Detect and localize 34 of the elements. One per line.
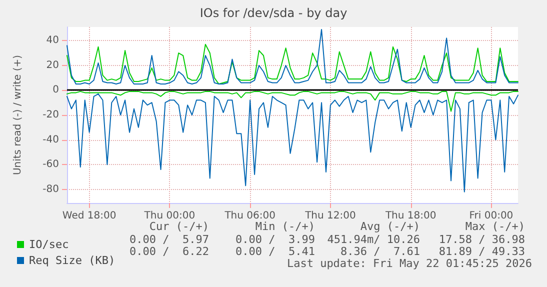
- y-tick-label: -80: [42, 184, 59, 195]
- line-series: [66, 28, 518, 85]
- y-tick-label: -60: [42, 159, 59, 170]
- text: 0.00 / 3.99: [236, 233, 315, 246]
- text: 81.89 / 49.33: [438, 245, 525, 258]
- y-tick-label: -20: [42, 110, 59, 120]
- text: Cur (-/+): [149, 220, 209, 233]
- x-tick-label: Wed 18:00: [62, 210, 116, 222]
- text: 8.36 / 7.61: [340, 245, 420, 258]
- text: Avg (-/+): [360, 220, 420, 233]
- text: 451.94m/ 10.26: [327, 233, 420, 246]
- text: 17.58 / 36.98: [438, 233, 525, 246]
- y-tick-label: 40: [46, 35, 59, 46]
- y-tick-label: 0: [52, 84, 59, 96]
- x-tick-label: Thu 06:00: [224, 210, 276, 222]
- x-tick-label: Fri 00:00: [469, 210, 514, 222]
- text: Last update: Fri May 22 01:45:25 2026: [286, 257, 532, 270]
- x-tick-label: Thu 00:00: [143, 210, 196, 222]
- y-axis-title: Units read (-) / write (+): [12, 54, 24, 176]
- text: 0.00 / 6.22: [130, 245, 209, 258]
- text: 0.00 / 5.97: [130, 233, 209, 246]
- chart-title: IOs for /dev/sda - by day: [200, 6, 348, 20]
- text: Max (-/+): [465, 220, 525, 233]
- line-series: [66, 93, 518, 192]
- legend-label: Req Size (KB): [29, 254, 116, 267]
- line-series: [66, 44, 518, 85]
- legend-label: IO/sec: [29, 238, 69, 251]
- x-tick-label: Thu 12:00: [304, 210, 356, 222]
- text: 0.00 / 5.41: [236, 245, 315, 258]
- text: Min (-/+): [255, 220, 315, 233]
- y-tick-label: -40: [42, 134, 59, 146]
- y-tick-label: 20: [46, 60, 59, 71]
- line-series: [66, 90, 518, 112]
- x-tick-label: Thu 18:00: [384, 210, 436, 222]
